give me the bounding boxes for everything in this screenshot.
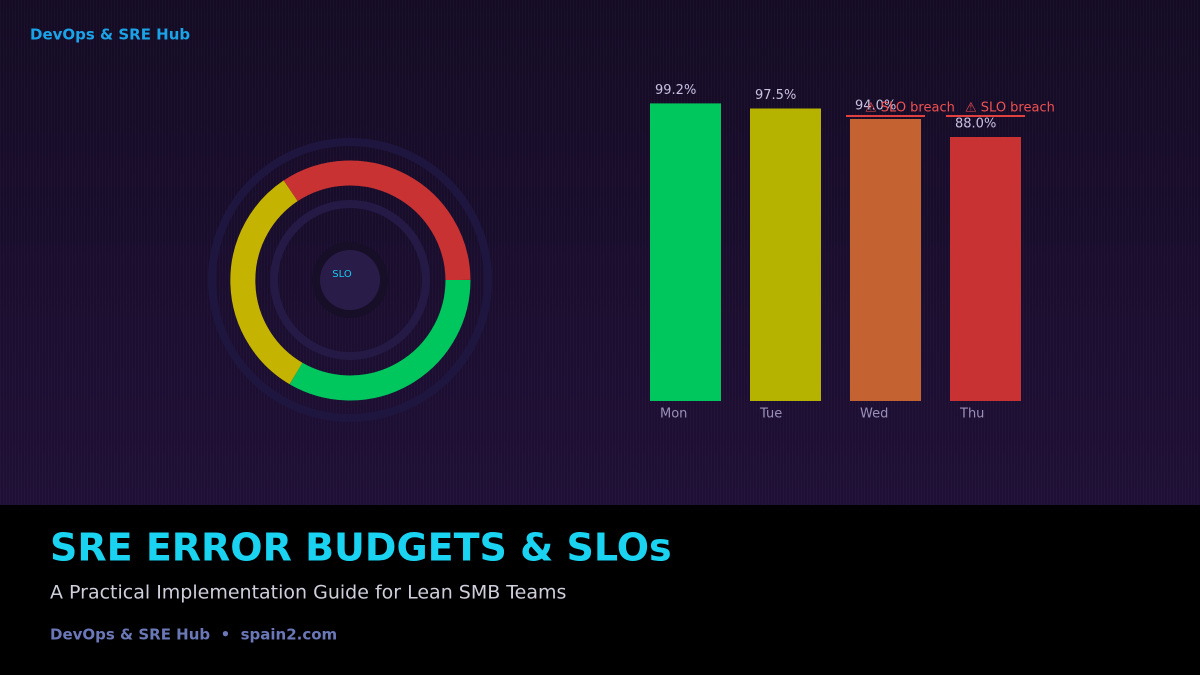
x-tick-label: Tue [759, 407, 782, 422]
ring-segment [230, 180, 303, 385]
x-tick-label: Wed [860, 407, 888, 422]
brand: DevOps & SRE Hub [30, 26, 190, 44]
bar [950, 137, 1021, 401]
value-label: 88.0% [955, 117, 996, 132]
value-label: 94.0% [855, 99, 896, 114]
byline: DevOps & SRE Hub • spain2.com [50, 626, 337, 644]
title: SRE ERROR BUDGETS & SLOs [50, 526, 672, 570]
center [320, 250, 380, 310]
x-tick-label: Mon [660, 407, 687, 422]
bar [750, 108, 821, 401]
value-label: 97.5% [755, 88, 796, 103]
footer-band [0, 505, 1200, 675]
value-label: 99.2% [655, 83, 696, 98]
subtitle: A Practical Implementation Guide for Lea… [50, 582, 566, 604]
annotation: ⚠ SLO breach [865, 101, 955, 116]
bar [850, 119, 921, 401]
donut: SLO [208, 138, 492, 422]
annotation: ⚠ SLO breach [965, 101, 1055, 116]
donut-label: SLO [332, 269, 352, 280]
x-tick-label: Thu [959, 407, 984, 422]
ring-segment [289, 279, 471, 401]
ring-segment [283, 160, 471, 281]
inner-ring [270, 200, 430, 360]
outer-ring [208, 138, 492, 422]
bar [650, 103, 721, 402]
